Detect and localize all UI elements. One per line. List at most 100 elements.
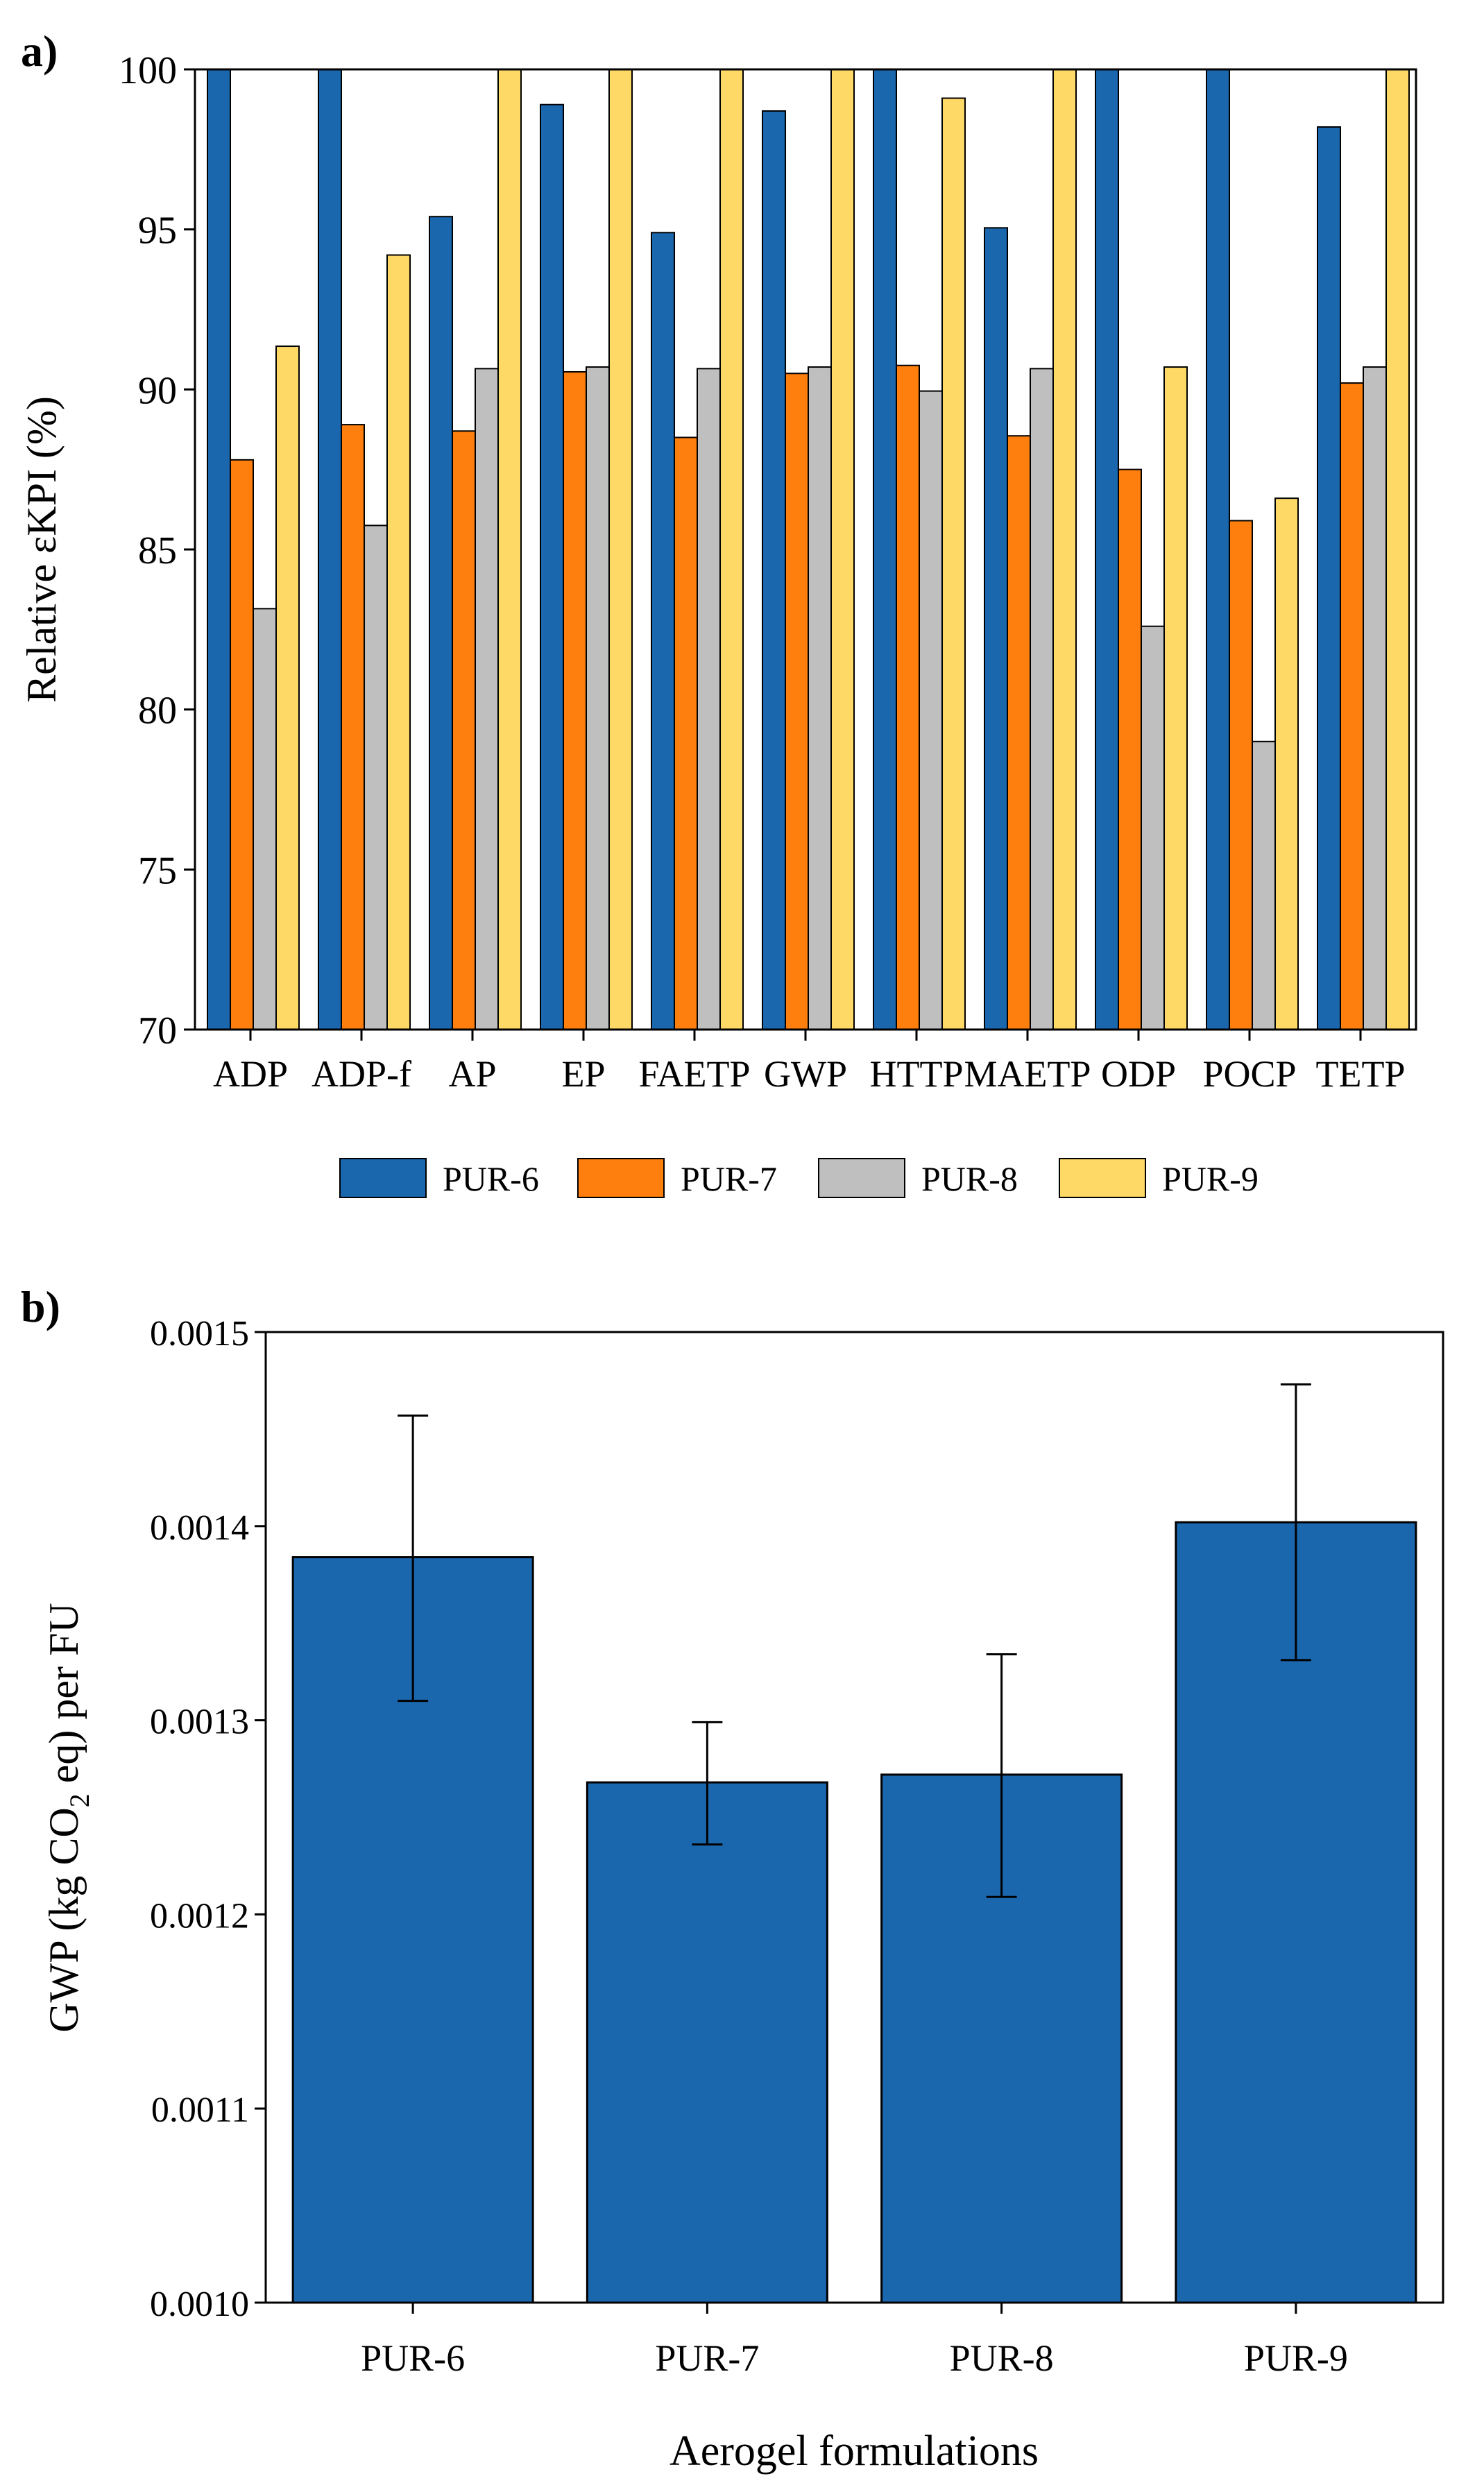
panel-a-bars [207, 69, 1410, 1031]
bar-pur-9-tetp [1385, 69, 1410, 1030]
legend-label-pur-6: PUR-6 [443, 1159, 539, 1198]
bar-pur-7-gwp [785, 373, 809, 1030]
bar-pur-6-odp [1095, 69, 1119, 1030]
y-tick-label: 0.0012 [150, 1896, 249, 1936]
x-tick-label: MAETP [964, 1053, 1091, 1095]
panel-b-bars [291, 1521, 1417, 2304]
bar-pur-8-tetp [1363, 366, 1387, 1030]
y-tick-label: 90 [138, 369, 177, 412]
legend-swatch-pur-8 [818, 1158, 905, 1198]
x-tick-label: HTTP [870, 1053, 964, 1095]
bar-pur-7-adp-f [341, 424, 365, 1030]
bar-pur-9-ep [608, 69, 633, 1030]
bar-pur-8-gwp [808, 366, 832, 1030]
bar-pur-6-tetp [1317, 126, 1341, 1030]
x-tick-label: ODP [1101, 1053, 1176, 1095]
bar-pur-6-gwp [762, 110, 786, 1030]
y-label-subscript: 2 [64, 1793, 95, 1807]
panel-b-y-ticks: 0.0010 0.0011 0.0012 0.0013 0.0014 0.0015 [150, 1314, 266, 2324]
x-tick-label: ADP-f [312, 1053, 411, 1095]
bar-pur-6-maetp [984, 227, 1008, 1030]
y-tick-label: 80 [138, 690, 177, 733]
bar-pur-9-maetp [1052, 69, 1077, 1030]
bar-pur-9-pocp [1274, 497, 1299, 1030]
x-tick-label: PUR-9 [1244, 2337, 1348, 2379]
bar-pur-8-adp-f [364, 524, 388, 1030]
panel-b-plot-frame [264, 1331, 1444, 2304]
panel-a-x-ticks: ADP ADP-f AP EP FAETP GWP HTTP MAETP ODP POCP TETP [213, 1030, 1406, 1095]
bar-pur-8-ap [475, 368, 499, 1030]
bar-pur-6-pocp [1206, 69, 1230, 1030]
bar-pur-6-ap [429, 216, 453, 1030]
x-tick-label: PUR-7 [655, 2337, 759, 2379]
bar-pur-8-http [919, 390, 943, 1030]
bar-pur-9-gwp [830, 69, 855, 1030]
bar-pur-7-faetp [674, 436, 698, 1030]
bar-pur-7-ep [563, 370, 587, 1030]
y-label-main: GWP (kg CO [41, 1807, 87, 2032]
panel-b-x-axis-label: Aerogel formulations [669, 2427, 1039, 2475]
bar-pur-7-tetp [1340, 382, 1364, 1030]
bar-pur-8-faetp [697, 368, 721, 1030]
x-tick-label: POCP [1202, 1053, 1296, 1095]
panel-b: b) 0.00100.00110.00120.00130.00140.0015 … [21, 1282, 1444, 2475]
bar-pur-6-adp-f [318, 69, 342, 1030]
panel-b-error-bars [398, 1383, 1311, 1898]
legend-label-pur-8: PUR-8 [921, 1159, 1018, 1198]
bar-pur-7-maetp [1007, 435, 1031, 1030]
y-tick-label: 100 [119, 49, 177, 92]
panel-a-y-ticks: 70 75 80 85 90 95 100 [119, 49, 195, 1052]
bar-pur-6-ep [540, 103, 564, 1030]
legend-label-pur-7: PUR-7 [681, 1159, 777, 1198]
bar-pur-9-adp-f [386, 254, 411, 1030]
y-tick-label: 0.0011 [151, 2090, 249, 2130]
x-tick-label: PUR-8 [950, 2337, 1054, 2379]
y-tick-label: 0.0013 [150, 1703, 249, 1742]
bar-pur-7-odp [1118, 468, 1142, 1030]
y-tick-label: 75 [138, 849, 177, 892]
panel-a: a) 70 75 80 85 90 95 100 ADP ADP-f AP EP FAETP GWP H… [19, 26, 1417, 1198]
y-tick-label: 0.0010 [150, 2285, 249, 2324]
bar-pur-7 [586, 1781, 828, 2304]
panel-a-legend: PUR-6 PUR-7 PUR-8 PUR-9 [339, 1158, 1259, 1198]
bar-pur-7-http [896, 364, 920, 1030]
bar-pur-8-odp [1141, 625, 1165, 1030]
bar-pur-6-faetp [651, 232, 675, 1030]
y-tick-label: 70 [138, 1009, 177, 1052]
bar-pur-8-ep [586, 366, 610, 1030]
bar-pur-9-faetp [719, 69, 744, 1030]
panel-b-x-ticks: PUR-6 PUR-7 PUR-8 PUR-9 [361, 2303, 1348, 2379]
x-tick-label: TETP [1316, 1053, 1406, 1095]
panel-b-label: b) [21, 1282, 60, 1331]
bar-pur-9-ap [497, 69, 522, 1030]
bar-pur-9-adp [275, 345, 300, 1030]
legend-swatch-pur-7 [577, 1158, 665, 1198]
x-tick-label: AP [448, 1053, 496, 1095]
bar-pur-9-odp [1163, 366, 1188, 1030]
y-tick-label: 85 [138, 529, 177, 572]
bar-pur-8-pocp [1252, 740, 1276, 1031]
y-tick-label: 95 [138, 210, 177, 253]
bar-pur-6-http [873, 69, 897, 1030]
panel-a-y-axis-label: Relative εKPI (%) [19, 396, 65, 703]
y-tick-label: 0.0014 [150, 1508, 249, 1548]
legend-swatch-pur-9 [1059, 1158, 1146, 1198]
y-tick-label: 0.0015 [150, 1314, 249, 1354]
legend-swatch-pur-6 [339, 1158, 427, 1198]
y-label-tail: eq) per FU [41, 1603, 87, 1793]
x-tick-label: ADP [213, 1053, 288, 1095]
bar-pur-6-adp [207, 69, 231, 1030]
bar-pur-9-http [941, 97, 966, 1030]
panel-b-y-axis-label: GWP (kg CO2 eq) per FU [41, 1603, 95, 2032]
bar-pur-7-pocp [1229, 520, 1253, 1030]
bar-pur-8-maetp [1030, 368, 1054, 1030]
x-tick-label: FAETP [638, 1053, 750, 1095]
x-tick-label: PUR-6 [361, 2337, 465, 2379]
bar-pur-7-ap [452, 430, 476, 1030]
bar-pur-7-adp [230, 459, 254, 1030]
x-tick-label: EP [561, 1053, 605, 1095]
x-tick-label: GWP [764, 1053, 847, 1095]
legend-label-pur-9: PUR-9 [1162, 1159, 1259, 1198]
panel-a-label: a) [21, 26, 58, 76]
